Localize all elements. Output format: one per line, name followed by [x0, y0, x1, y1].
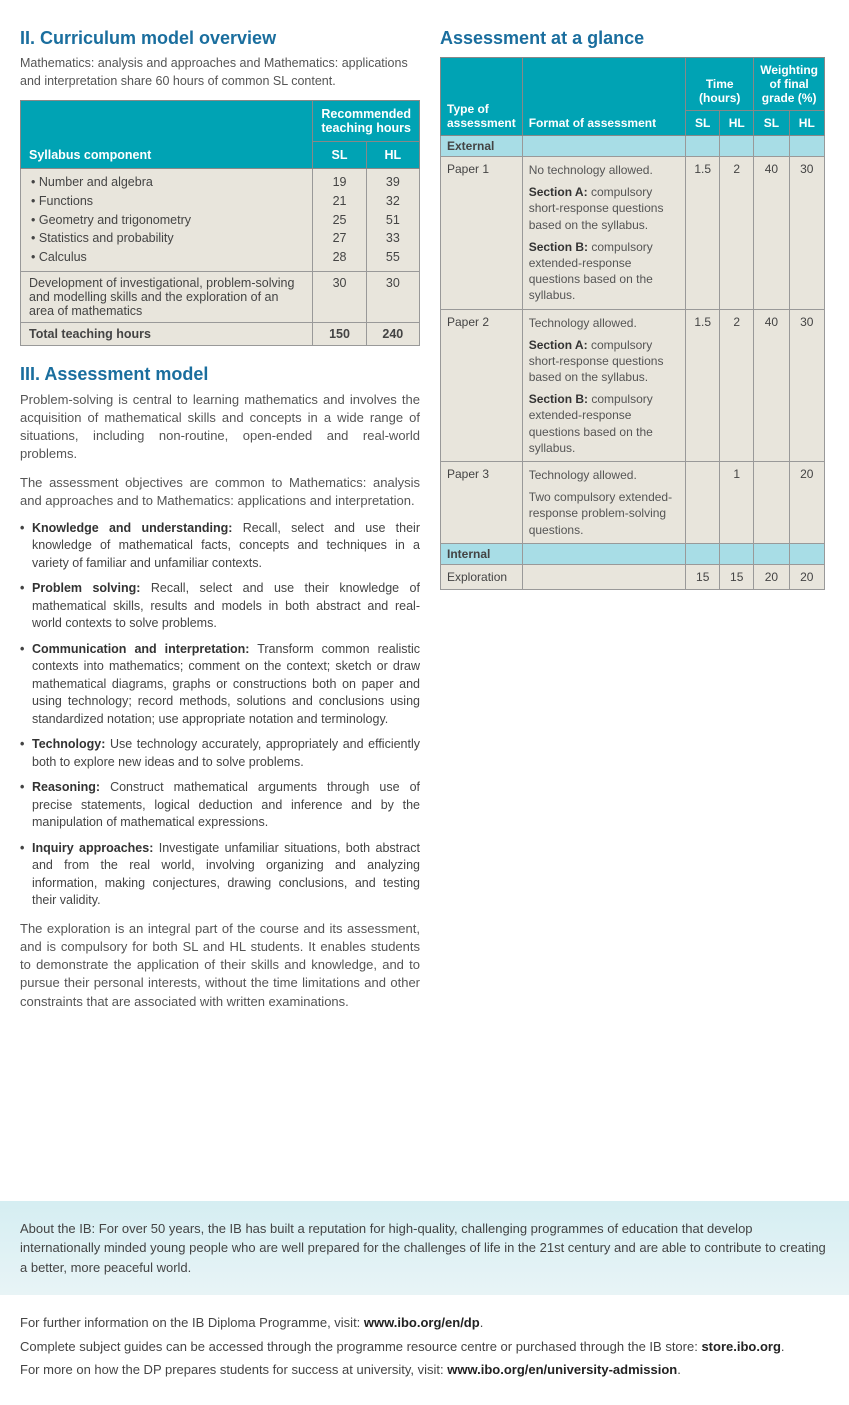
section-row: External	[441, 136, 825, 157]
table-row: Development of investigational, problem-…	[21, 271, 420, 322]
topic-item: Geometry and trigonometry	[31, 211, 304, 230]
syllabus-table: Syllabus component Recommended teaching …	[20, 100, 420, 346]
total-label: Total teaching hours	[21, 322, 313, 345]
objective-item: Problem solving: Recall, select and use …	[20, 580, 420, 633]
th-type: Type of assessment	[441, 58, 523, 136]
objective-item: Inquiry approaches: Investigate unfamili…	[20, 840, 420, 910]
th-weight: Weighting of final grade (%)	[754, 58, 825, 111]
th-time-hl: HL	[720, 111, 754, 136]
th-weight-sl: SL	[754, 111, 789, 136]
assessment-table: Type of assessment Format of assessment …	[440, 57, 825, 590]
table-row-total: Total teaching hours 150 240	[21, 322, 420, 345]
dev-hl: 30	[366, 271, 419, 322]
topic-item: Number and algebra	[31, 173, 304, 192]
th-component: Syllabus component	[21, 101, 313, 169]
th-hl: HL	[366, 142, 419, 169]
objectives-list: Knowledge and understanding: Recall, sel…	[20, 520, 420, 910]
th-time-sl: SL	[686, 111, 720, 136]
objective-item: Communication and interpretation: Transf…	[20, 641, 420, 729]
th-time: Time (hours)	[686, 58, 754, 111]
total-hl: 240	[366, 322, 419, 345]
th-recommended: Recommended teaching hours	[313, 101, 420, 142]
total-sl: 150	[313, 322, 366, 345]
footer-link-uni[interactable]: www.ibo.org/en/university-admission	[447, 1362, 677, 1377]
heading-assessment-model: III. Assessment model	[20, 364, 420, 385]
footer-link-store[interactable]: store.ibo.org	[701, 1339, 780, 1354]
heading-glance: Assessment at a glance	[440, 28, 825, 49]
footer-l1: For further information on the IB Diplom…	[20, 1315, 364, 1330]
table-row: Number and algebraFunctionsGeometry and …	[21, 169, 420, 272]
objective-item: Knowledge and understanding: Recall, sel…	[20, 520, 420, 573]
table-row: Paper 1No technology allowed.Section A: …	[441, 157, 825, 310]
assessment-p3: The exploration is an integral part of t…	[20, 920, 420, 1011]
heading-curriculum: II. Curriculum model overview	[20, 28, 420, 49]
th-weight-hl: HL	[789, 111, 824, 136]
section-row: Internal	[441, 543, 825, 564]
footer-link-dp[interactable]: www.ibo.org/en/dp	[364, 1315, 480, 1330]
dev-sl: 30	[313, 271, 366, 322]
objective-item: Reasoning: Construct mathematical argume…	[20, 779, 420, 832]
objective-item: Technology: Use technology accurately, a…	[20, 736, 420, 771]
curriculum-intro: Mathematics: analysis and approaches and…	[20, 55, 420, 90]
topic-item: Functions	[31, 192, 304, 211]
table-row: Paper 3Technology allowed.Two compulsory…	[441, 462, 825, 544]
topic-item: Statistics and probability	[31, 229, 304, 248]
dev-label: Development of investigational, problem-…	[21, 271, 313, 322]
footer-l3: For more on how the DP prepares students…	[20, 1362, 447, 1377]
footer-l2: Complete subject guides can be accessed …	[20, 1339, 701, 1354]
assessment-p2: The assessment objectives are common to …	[20, 474, 420, 510]
assessment-p1: Problem-solving is central to learning m…	[20, 391, 420, 464]
footer-band: About the IB: For over 50 years, the IB …	[0, 1201, 849, 1296]
footer-links: For further information on the IB Diplom…	[0, 1295, 849, 1405]
topic-item: Calculus	[31, 248, 304, 267]
th-format: Format of assessment	[522, 58, 686, 136]
table-row: Exploration15152020	[441, 564, 825, 589]
th-sl: SL	[313, 142, 366, 169]
table-row: Paper 2Technology allowed.Section A: com…	[441, 309, 825, 462]
